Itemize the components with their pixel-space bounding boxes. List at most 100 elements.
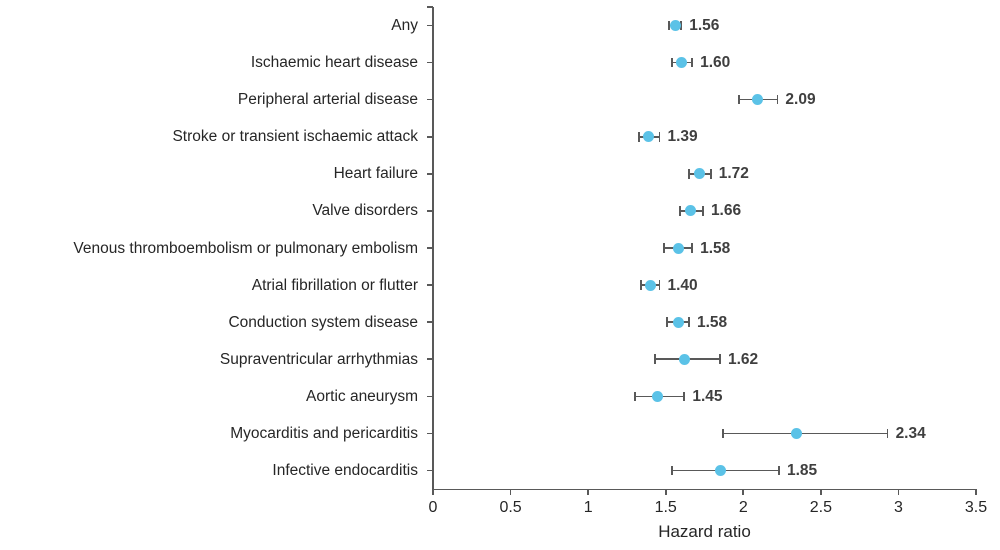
y-axis-tick (427, 321, 433, 323)
value-label: 1.39 (667, 128, 698, 146)
category-label: Conduction system disease (228, 313, 418, 331)
y-axis-tick (427, 284, 433, 286)
x-axis-line (432, 488, 978, 491)
error-bar-cap-left (671, 465, 673, 476)
category-label: Stroke or transient ischaemic attack (172, 128, 418, 146)
error-bar-cap-right (702, 206, 704, 216)
value-label: 2.09 (785, 91, 816, 109)
x-axis-title: Hazard ratio (658, 522, 751, 541)
value-label: 1.45 (692, 387, 723, 405)
x-axis-tick (742, 489, 745, 495)
error-bar-cap-left (633, 391, 636, 402)
x-axis-tick (975, 489, 977, 495)
data-point-marker (714, 464, 726, 476)
x-axis-tick-label: 2.5 (809, 499, 832, 516)
error-bar-cap-right (658, 280, 661, 290)
error-bar-cap-right (691, 57, 693, 68)
error-bar-cap-right (683, 391, 686, 402)
y-axis-tick (427, 358, 433, 361)
value-label: 1.58 (700, 239, 731, 257)
data-point-marker (694, 168, 706, 180)
y-axis-tick (427, 98, 433, 101)
error-bar-cap-right (776, 94, 779, 105)
error-bar-cap-right (658, 131, 661, 142)
x-axis-tick (820, 489, 822, 495)
error-bar-cap-left (639, 280, 642, 290)
y-axis-tick (427, 432, 433, 435)
category-label: Myocarditis and pericarditis (230, 424, 418, 442)
error-bar-cap-left (678, 206, 681, 216)
data-point-marker (672, 242, 684, 254)
x-axis-tick-label: 0 (428, 499, 438, 516)
category-label: Heart failure (333, 165, 418, 183)
x-axis-tick-label: 1 (583, 499, 593, 516)
error-bar-cap-right (691, 243, 693, 253)
value-label: 2.34 (895, 424, 926, 442)
data-point-marker (644, 279, 656, 291)
data-point-marker (672, 316, 684, 328)
x-axis-tick-label: 1.5 (654, 499, 677, 516)
category-label: Infective endocarditis (272, 461, 418, 479)
error-bar-cap-left (667, 20, 670, 31)
error-bar-cap-left (688, 169, 690, 179)
category-label: Atrial fibrillation or flutter (251, 276, 418, 294)
error-bar-cap-right (688, 317, 690, 327)
data-point-marker (678, 353, 690, 365)
data-point-marker (675, 57, 687, 69)
y-axis-tick (427, 469, 433, 472)
error-bar-cap-left (737, 94, 740, 105)
error-bar-cap-left (638, 131, 641, 142)
value-label: 1.62 (728, 350, 759, 368)
data-point-marker (790, 427, 802, 439)
data-point-marker (643, 131, 655, 143)
data-point-marker (685, 205, 697, 217)
x-axis-tick-label: 0.5 (499, 499, 522, 516)
category-label: Aortic aneurysm (306, 387, 418, 405)
error-bar-cap-left (666, 317, 669, 327)
x-axis-tick-label: 3 (893, 499, 903, 516)
x-axis-tick (664, 489, 667, 495)
y-axis-tick (427, 395, 433, 398)
data-point-marker (669, 20, 681, 32)
x-axis-tick-label: 3.5 (964, 499, 988, 516)
data-point-marker (751, 94, 763, 106)
y-axis-tick (427, 247, 433, 249)
error-bar-cap-left (653, 354, 656, 365)
error-bar-cap-left (722, 428, 724, 439)
error-bar-cap-left (663, 243, 666, 253)
x-axis-tick (587, 489, 589, 495)
y-axis-tick (427, 61, 433, 64)
y-axis-tick (427, 210, 433, 212)
error-bar-cap-right (886, 428, 889, 439)
value-label: 1.58 (696, 313, 728, 331)
value-label: 1.60 (700, 54, 731, 72)
x-axis-tick-label: 2 (738, 499, 748, 516)
value-label: 1.85 (786, 461, 818, 479)
value-label: 1.72 (718, 165, 749, 183)
category-label: Supraventricular arrhythmias (219, 350, 418, 368)
x-axis-tick (432, 489, 434, 495)
y-axis-tick (427, 135, 433, 138)
y-axis-end-tick (427, 6, 433, 8)
x-axis-tick (897, 489, 900, 495)
value-label: 1.56 (689, 17, 720, 35)
category-label: Valve disorders (312, 202, 418, 220)
category-label: Peripheral arterial disease (237, 91, 418, 109)
error-bar (723, 432, 888, 435)
y-axis-tick (427, 24, 433, 27)
error-bar-cap-right (778, 465, 780, 476)
y-axis-tick (427, 173, 433, 175)
value-label: 1.66 (710, 202, 742, 220)
error-bar-cap-right (680, 20, 683, 31)
error-bar-cap-right (709, 169, 712, 179)
error-bar-cap-right (719, 354, 721, 365)
category-label: Any (391, 17, 418, 35)
data-point-marker (652, 390, 664, 402)
x-axis-tick (509, 489, 512, 495)
category-label: Ischaemic heart disease (250, 54, 418, 72)
y-axis-line (432, 7, 434, 490)
error-bar-cap-left (671, 57, 673, 68)
category-label: Venous thromboembolism or pulmonary embo… (73, 239, 418, 257)
value-label: 1.40 (667, 276, 698, 294)
